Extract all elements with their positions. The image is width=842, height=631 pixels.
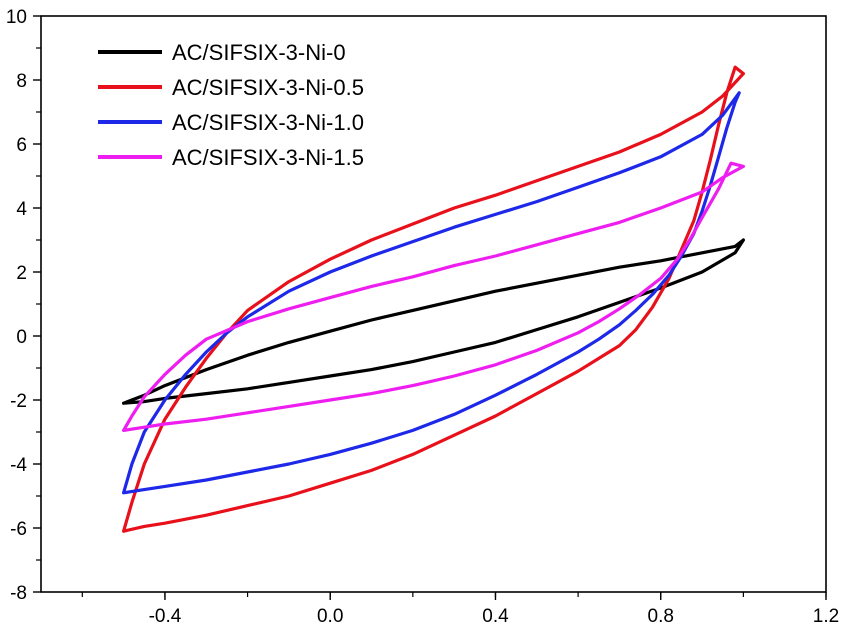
y-tick-label: 2 xyxy=(16,263,27,284)
series-line-2 xyxy=(121,91,741,495)
x-tick-label: 0.4 xyxy=(482,606,509,627)
y-tick-label: 4 xyxy=(16,199,27,220)
series-line-0 xyxy=(121,238,746,405)
y-tick-label: -6 xyxy=(10,519,27,540)
x-tick-label: 0.0 xyxy=(317,606,343,627)
y-tick-label: -2 xyxy=(10,391,27,412)
y-tick-label: 8 xyxy=(16,71,27,92)
legend-label-2: AC/SIFSIX-3-Ni-1.0 xyxy=(172,110,364,135)
legend-label-1: AC/SIFSIX-3-Ni-0.5 xyxy=(172,75,364,100)
x-tick-label: 1.2 xyxy=(813,606,839,627)
x-tick-label: 0.8 xyxy=(648,606,674,627)
y-tick-label: 6 xyxy=(16,135,27,156)
y-tick-label: -4 xyxy=(10,455,27,476)
x-tick-label: -0.4 xyxy=(149,606,182,627)
y-tick-label: -8 xyxy=(10,583,27,604)
series-line-3 xyxy=(121,161,746,432)
legend-label-0: AC/SIFSIX-3-Ni-0 xyxy=(172,40,346,65)
y-tick-label: 0 xyxy=(16,327,27,348)
y-tick-label: 10 xyxy=(6,7,27,28)
series-line-1 xyxy=(121,65,746,533)
legend-label-3: AC/SIFSIX-3-Ni-1.5 xyxy=(172,145,364,170)
